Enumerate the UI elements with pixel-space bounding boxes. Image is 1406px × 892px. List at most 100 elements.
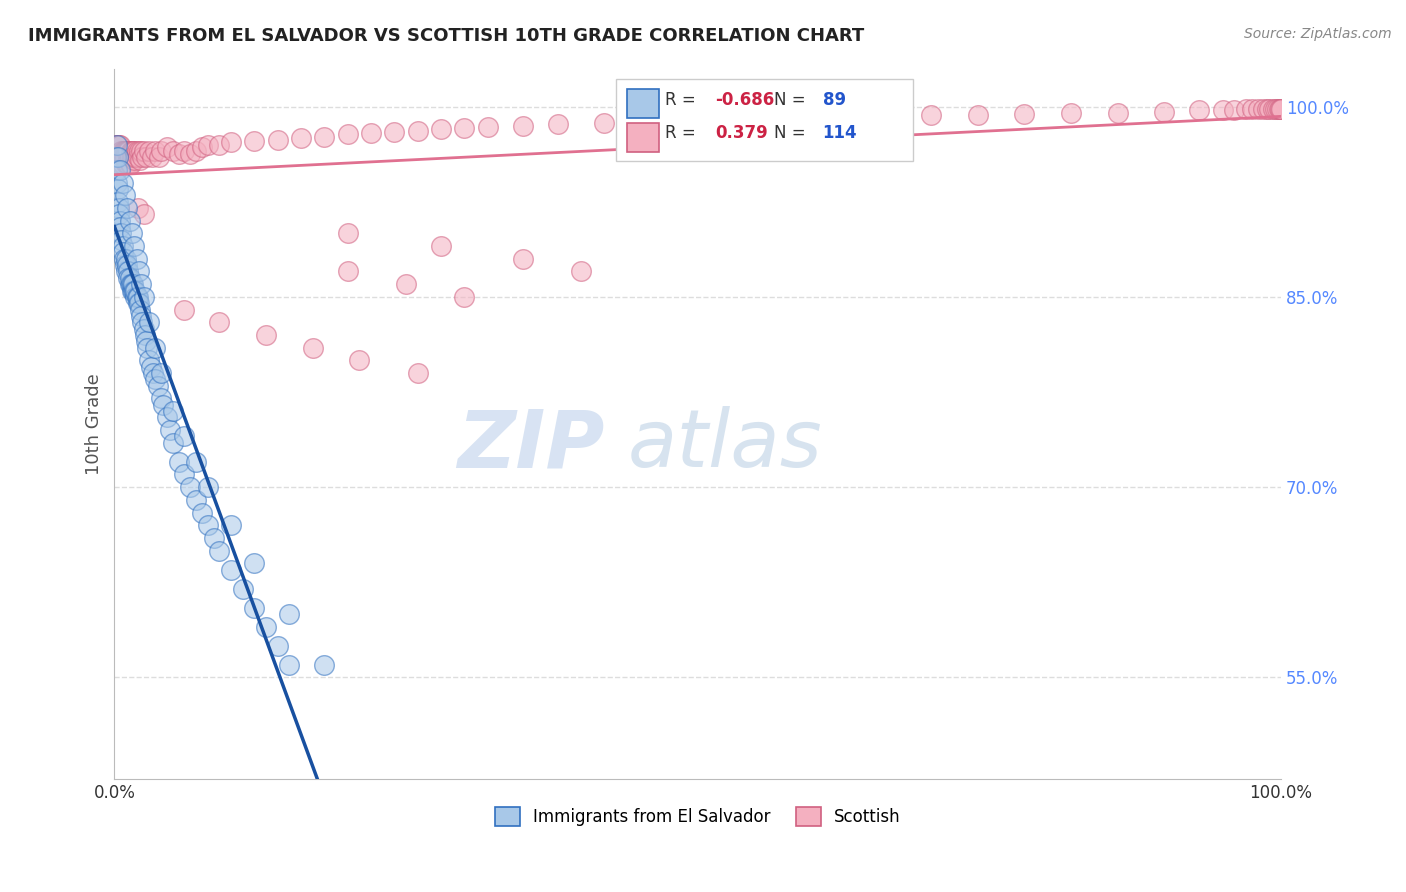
Point (179, 146, 201, 161)
Point (110, 137, 132, 152)
Point (132, 207, 155, 221)
Point (1253, 102, 1275, 116)
Point (243, 556, 266, 570)
Point (118, 213, 141, 227)
Point (129, 302, 152, 317)
Point (117, 264, 139, 278)
Point (1234, 102, 1257, 116)
Point (120, 277, 142, 292)
Legend: Immigrants from El Salvador, Scottish: Immigrants from El Salvador, Scottish (486, 798, 908, 835)
Point (104, 150, 127, 164)
Point (382, 125, 405, 139)
Point (127, 150, 149, 164)
Point (129, 144, 152, 158)
Point (202, 531, 225, 545)
Point (110, 144, 132, 158)
Point (121, 277, 143, 292)
Point (117, 156, 139, 170)
Point (112, 252, 135, 266)
Point (128, 264, 150, 278)
Point (139, 359, 162, 374)
Point (105, 176, 128, 190)
Point (117, 156, 139, 170)
Point (125, 252, 148, 266)
Point (138, 144, 160, 158)
Point (267, 132, 290, 146)
Point (152, 398, 174, 412)
Point (143, 372, 166, 386)
Point (547, 117, 569, 131)
Point (162, 435, 184, 450)
Point (1240, 102, 1263, 116)
Point (349, 353, 371, 368)
Point (686, 113, 709, 128)
Point (114, 188, 136, 202)
Point (129, 309, 152, 323)
Point (1256, 102, 1278, 116)
Point (124, 290, 146, 304)
Point (569, 264, 592, 278)
Point (114, 258, 136, 272)
Point (1267, 102, 1289, 116)
Point (111, 176, 134, 190)
Point (115, 264, 138, 278)
Point (132, 321, 155, 335)
Point (278, 657, 301, 672)
Point (162, 144, 184, 158)
Point (115, 252, 138, 266)
Point (873, 110, 896, 124)
Point (108, 207, 131, 221)
Point (1107, 106, 1129, 120)
Point (191, 506, 214, 520)
Point (138, 353, 160, 368)
Text: ZIP: ZIP (457, 406, 605, 484)
Point (143, 144, 166, 158)
Point (243, 134, 266, 148)
Point (122, 153, 145, 167)
Point (336, 264, 359, 278)
Point (105, 137, 128, 152)
Point (1258, 102, 1281, 116)
Point (122, 284, 145, 298)
Point (134, 327, 156, 342)
Point (640, 115, 662, 129)
Point (128, 296, 150, 310)
Point (1188, 103, 1211, 118)
Point (107, 150, 129, 164)
Point (1153, 104, 1175, 119)
Point (131, 315, 153, 329)
Point (127, 201, 149, 215)
Point (141, 150, 163, 164)
Point (107, 194, 129, 209)
Point (1212, 103, 1234, 118)
Point (966, 108, 988, 122)
Point (920, 108, 942, 122)
Y-axis label: 10th Grade: 10th Grade (86, 373, 103, 475)
Point (1267, 102, 1289, 116)
Point (184, 492, 207, 507)
Point (115, 144, 138, 158)
Point (512, 252, 534, 266)
Point (117, 144, 139, 158)
Point (406, 366, 429, 380)
Point (1264, 102, 1286, 116)
Point (104, 137, 127, 152)
Point (1268, 102, 1291, 116)
Point (118, 156, 141, 170)
Point (173, 302, 195, 317)
Point (122, 150, 145, 164)
Point (395, 277, 418, 292)
Point (111, 239, 134, 253)
Point (111, 144, 134, 158)
Point (780, 112, 803, 127)
Point (117, 270, 139, 285)
Point (105, 163, 128, 178)
Point (219, 518, 242, 533)
Point (121, 284, 143, 298)
Point (219, 135, 242, 149)
Point (827, 111, 849, 125)
Point (112, 150, 135, 164)
Point (360, 126, 382, 140)
Point (179, 480, 201, 494)
Text: 89: 89 (823, 91, 845, 109)
